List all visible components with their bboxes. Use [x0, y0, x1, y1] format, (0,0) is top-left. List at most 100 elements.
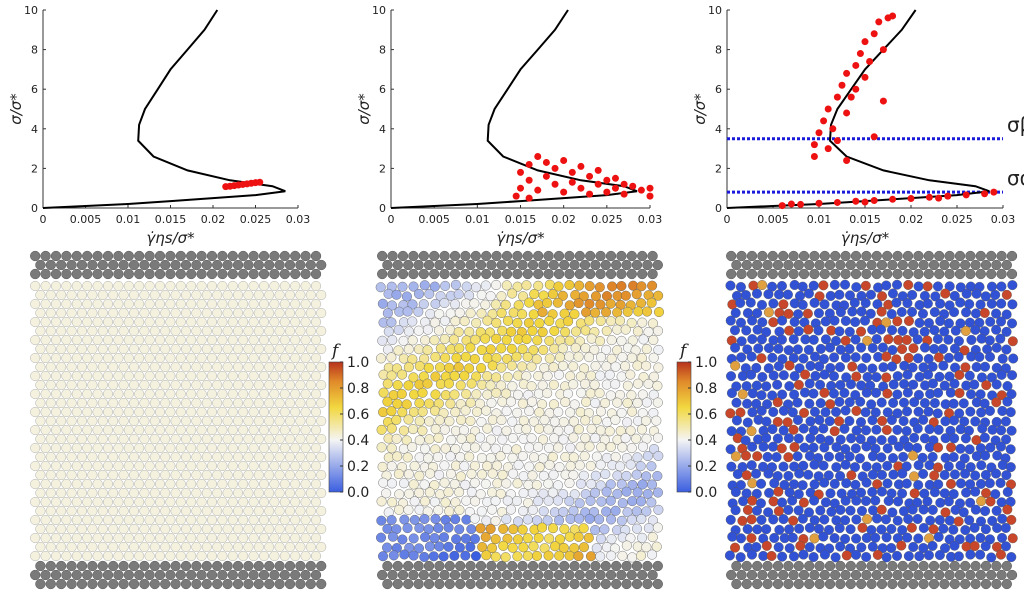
particle — [794, 523, 805, 534]
particle — [804, 522, 815, 533]
particle — [876, 306, 887, 317]
wall-particle — [986, 250, 997, 262]
particle — [497, 469, 508, 480]
particle — [487, 414, 498, 425]
particle — [596, 496, 607, 507]
particle — [92, 371, 103, 382]
particle — [752, 324, 763, 335]
wall-particle — [71, 268, 82, 280]
particle — [927, 378, 938, 389]
particle — [845, 379, 856, 390]
wall-particle — [778, 569, 789, 581]
particle — [909, 471, 920, 482]
particle — [51, 461, 62, 472]
particle — [528, 345, 539, 356]
wall-particle — [50, 250, 62, 262]
particle — [279, 335, 290, 346]
particle — [424, 288, 435, 299]
particle — [222, 308, 233, 319]
particle — [984, 405, 995, 416]
particle — [621, 486, 632, 497]
particle — [123, 389, 134, 400]
particle — [311, 443, 322, 454]
particle — [102, 353, 113, 364]
particle — [217, 425, 228, 436]
y-tick-label: 8 — [31, 44, 38, 57]
colorbar-tick-label: 1.0 — [695, 355, 717, 371]
particle — [82, 281, 93, 292]
particle — [610, 505, 621, 516]
particle — [311, 497, 322, 508]
particle — [943, 352, 954, 363]
wall-particle — [897, 560, 908, 572]
particle — [652, 380, 663, 391]
particle — [196, 497, 207, 508]
wall-particle — [139, 560, 150, 572]
particle — [243, 542, 254, 553]
particle — [537, 327, 548, 338]
wall-particle — [465, 259, 476, 271]
particle — [476, 345, 487, 356]
particle — [625, 425, 636, 436]
particle — [144, 353, 155, 364]
wall-particle — [434, 560, 445, 572]
particle — [425, 468, 436, 479]
particle — [222, 488, 233, 499]
wall-particle — [1001, 560, 1012, 572]
x-tick-label: 0.01 — [807, 213, 832, 226]
particle — [840, 444, 851, 455]
particle — [376, 442, 387, 453]
particle — [56, 470, 67, 481]
particle — [835, 380, 846, 391]
wall-particle — [243, 259, 254, 271]
particle — [527, 325, 538, 336]
point — [815, 199, 823, 207]
particle — [76, 308, 87, 319]
particle — [913, 389, 924, 400]
particle — [450, 279, 461, 290]
wall-particle — [809, 250, 820, 262]
particle — [238, 479, 249, 490]
wall-particle — [752, 578, 763, 590]
wall-particle — [382, 560, 393, 572]
particle — [295, 344, 306, 355]
particle — [746, 460, 757, 471]
particle — [139, 308, 150, 319]
particle — [742, 417, 753, 428]
point — [611, 174, 619, 182]
particle — [238, 443, 249, 454]
wall-particle — [840, 250, 851, 262]
particle — [996, 281, 1007, 292]
particle — [407, 442, 418, 453]
particle — [731, 397, 742, 408]
particle — [113, 497, 124, 508]
particle — [113, 425, 124, 436]
particle — [955, 297, 966, 308]
particle — [804, 451, 815, 462]
wall-particle — [814, 259, 825, 271]
particle — [940, 543, 951, 554]
particle — [149, 290, 160, 301]
particle — [66, 488, 77, 499]
particle — [279, 389, 290, 400]
particle — [113, 443, 124, 454]
particle — [175, 335, 186, 346]
particle — [521, 424, 532, 435]
wall-particle — [902, 569, 914, 581]
particle — [976, 407, 987, 418]
wall-particle — [762, 560, 773, 572]
particle — [986, 552, 997, 563]
particle — [730, 360, 741, 371]
particle — [902, 298, 913, 309]
particle — [641, 542, 652, 553]
particle — [871, 372, 882, 383]
particle — [404, 488, 415, 499]
particle — [740, 450, 751, 461]
wall-particle — [626, 268, 637, 280]
particle — [553, 406, 564, 417]
particle — [909, 488, 920, 499]
particle — [862, 335, 873, 346]
particle — [501, 280, 512, 291]
particle — [543, 550, 554, 561]
wall-particle — [429, 268, 440, 280]
